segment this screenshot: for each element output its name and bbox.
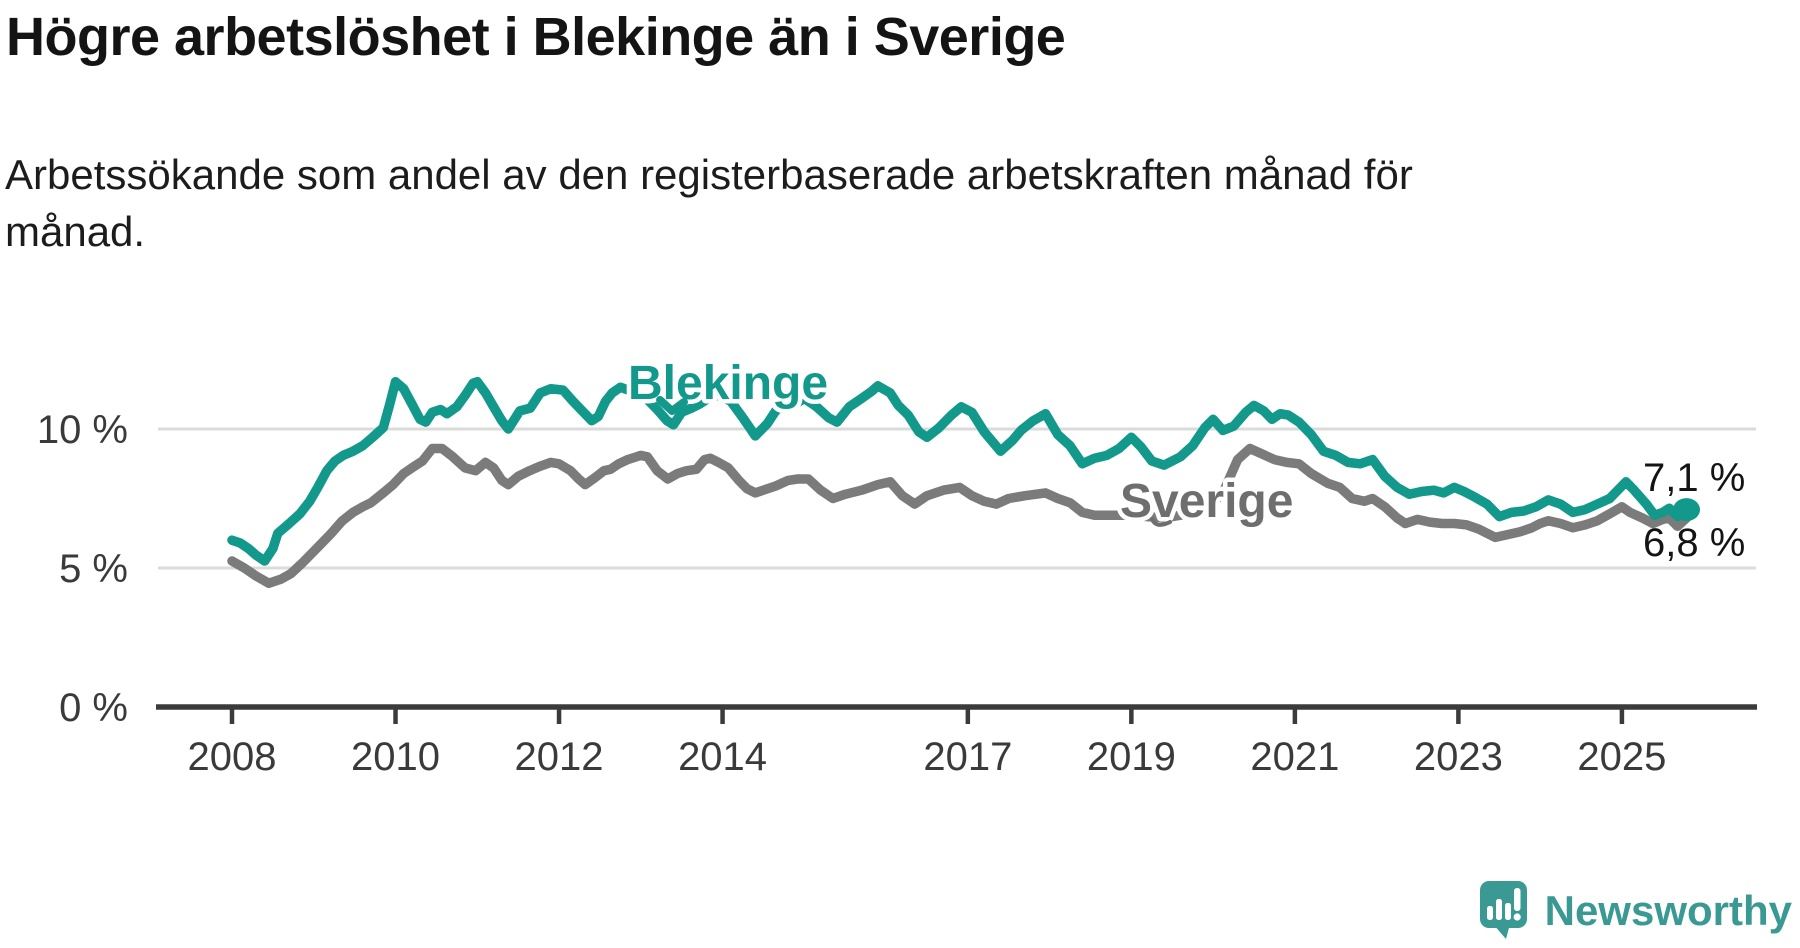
sverige-series-label: Sverige [1120,475,1293,528]
chart-subtitle: Arbetssökande som andel av den registerb… [5,146,1413,260]
line-sverige [227,443,1692,589]
x-axis: 2008 2010 2012 2014 2017 2019 2021 2023 2025 [156,704,1757,779]
blekinge-end-value: 7,1 % [1643,456,1745,500]
y-tick-label-10: 10 % [37,408,128,452]
chart-subtitle-line2: månad. [5,208,146,255]
x-tick-label-2017: 2017 [923,735,1012,779]
x-tick-label-2021: 2021 [1250,735,1339,779]
gridlines: 0 % 5 % 10 % [37,408,1756,730]
sverige-label-pointer-icon [1150,517,1172,527]
line-blekinge [227,376,1692,566]
x-tick-label-2023: 2023 [1414,735,1503,779]
blekinge-series-label: Blekinge [628,357,828,410]
blekinge-endpoint-marker [1673,498,1701,522]
newsworthy-logo-icon [1479,881,1527,939]
newsworthy-branding[interactable]: Newsworthy [1479,880,1792,942]
chart-subtitle-line1: Arbetssökande som andel av den registerb… [5,151,1413,198]
x-tick-label-2012: 2012 [515,735,604,779]
sverige-end-value: 6,8 % [1643,521,1745,565]
y-tick-label-0: 0 % [59,686,128,730]
x-tick-label-2014: 2014 [678,735,767,779]
x-tick-label-2019: 2019 [1087,735,1176,779]
page-title: Högre arbetslöshet i Blekinge än i Sveri… [6,7,1066,67]
x-tick-label-2008: 2008 [188,735,277,779]
blekinge-label-pointer-icon [656,396,688,415]
x-tick-label-2025: 2025 [1577,735,1666,779]
y-tick-label-5: 5 % [59,547,128,591]
x-tick-label-2010: 2010 [351,735,440,779]
series-lines [227,376,1692,589]
newsworthy-wordmark: Newsworthy [1544,887,1792,934]
